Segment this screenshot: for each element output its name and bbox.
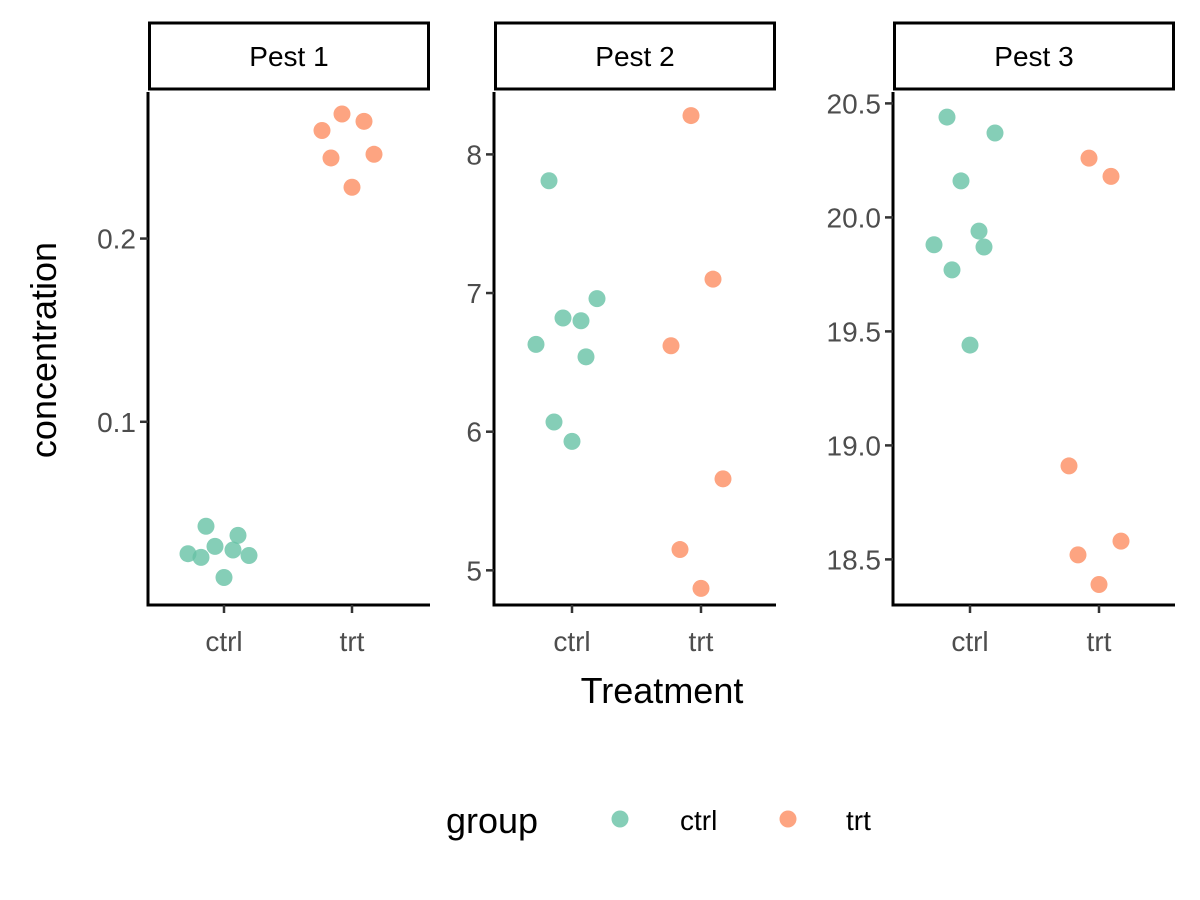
data-point-trt: [365, 145, 383, 163]
data-point-ctrl: [986, 124, 1004, 142]
y-tick-label: 19.5: [827, 316, 882, 347]
y-tick-label: 6: [466, 417, 482, 448]
facet-panel: Pest 1 0.1 0.2 ctrl trt: [97, 21, 430, 657]
data-point-ctrl: [554, 309, 572, 327]
data-point-trt: [671, 541, 689, 559]
data-point-ctrl: [540, 172, 558, 190]
data-point-ctrl: [527, 335, 545, 353]
data-point-ctrl: [577, 348, 595, 366]
legend-title: group: [446, 800, 538, 841]
facet-strip-label: Pest 2: [595, 41, 674, 72]
data-point-ctrl: [545, 413, 563, 431]
data-point-trt: [714, 470, 732, 488]
data-point-trt: [1112, 532, 1130, 550]
data-point-trt: [1090, 575, 1108, 593]
data-point-trt: [1060, 457, 1078, 475]
data-point-ctrl: [943, 261, 961, 279]
data-point-trt: [682, 107, 700, 125]
data-point-trt: [692, 579, 710, 597]
data-point-ctrl: [938, 108, 956, 126]
y-tick-label: 8: [466, 139, 482, 170]
data-point-ctrl: [197, 517, 215, 535]
data-point-ctrl: [215, 569, 233, 587]
x-tick-label: trt: [689, 626, 714, 657]
data-point-trt: [662, 337, 680, 355]
y-tick-label: 20.0: [827, 202, 882, 233]
x-tick-label: trt: [340, 626, 365, 657]
data-point-ctrl: [970, 222, 988, 240]
data-point-ctrl: [588, 290, 606, 308]
data-point-ctrl: [975, 238, 993, 256]
data-point-trt: [333, 105, 351, 123]
data-point-trt: [1069, 546, 1087, 564]
data-point-ctrl: [192, 548, 210, 566]
data-point-ctrl: [179, 545, 197, 563]
facet-panel: Pest 3 18.5 19.0 19.5 20.0 20.5 ctrl trt: [827, 21, 1175, 657]
x-axis-title: Treatment: [581, 670, 744, 711]
data-point-ctrl: [224, 541, 242, 559]
x-tick-label: ctrl: [205, 626, 242, 657]
y-tick-label: 0.2: [97, 224, 136, 255]
data-point-ctrl: [961, 336, 979, 354]
facet-strip: [893, 21, 1175, 91]
data-point-ctrl: [952, 172, 970, 190]
data-point-trt: [313, 121, 331, 139]
data-point-trt: [1080, 149, 1098, 167]
y-tick-label: 7: [466, 278, 482, 309]
data-point-ctrl: [925, 236, 943, 254]
data-point-ctrl: [229, 526, 247, 544]
legend-key-trt: [779, 810, 797, 828]
facet-strip-label: Pest 3: [994, 41, 1073, 72]
data-point-trt: [355, 112, 373, 130]
facet-panel: Pest 2 5 6 7 8 ctrl trt: [466, 21, 776, 657]
x-tick-label: ctrl: [553, 626, 590, 657]
y-axis-title: concentration: [23, 242, 64, 458]
legend-label-trt: trt: [846, 805, 871, 836]
x-tick-label: ctrl: [951, 626, 988, 657]
legend-key-ctrl: [611, 810, 629, 828]
y-tick-label: 18.5: [827, 544, 882, 575]
y-tick-label: 19.0: [827, 430, 882, 461]
data-point-ctrl: [572, 312, 590, 330]
facet-strip-label: Pest 1: [249, 41, 328, 72]
data-point-trt: [322, 149, 340, 167]
facet-strip: [148, 21, 430, 91]
legend-label-ctrl: ctrl: [680, 805, 717, 836]
legend: group ctrl trt: [446, 800, 871, 841]
data-point-ctrl: [206, 537, 224, 555]
data-point-trt: [343, 178, 361, 196]
y-tick-label: 20.5: [827, 88, 882, 119]
x-tick-label: trt: [1087, 626, 1112, 657]
facet-strip: [494, 21, 776, 91]
data-point-ctrl: [240, 547, 258, 565]
data-point-ctrl: [563, 432, 581, 450]
data-point-trt: [704, 270, 722, 288]
y-tick-label: 5: [466, 555, 482, 586]
y-tick-label: 0.1: [97, 407, 136, 438]
data-point-trt: [1102, 167, 1120, 185]
